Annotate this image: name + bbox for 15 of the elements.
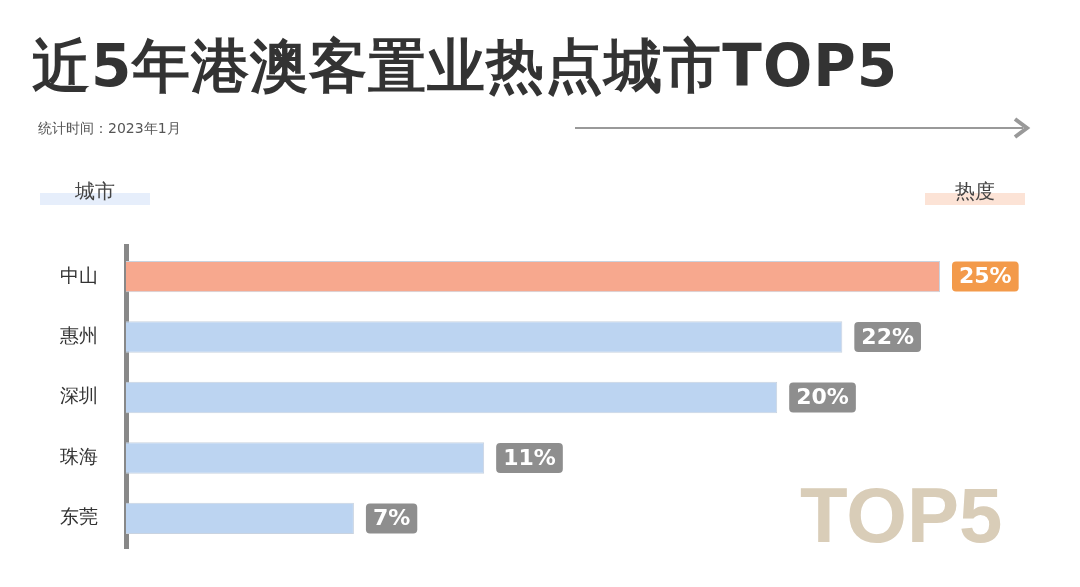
annotation: TOP5 bbox=[800, 470, 1003, 561]
chart-title: 近5年港澳客置业热点城市TOP5 bbox=[32, 31, 899, 102]
data-label: 25% bbox=[959, 263, 1012, 289]
data-label: 22% bbox=[861, 323, 914, 349]
data-label: 7% bbox=[372, 505, 411, 531]
y-tick-label: 惠州 bbox=[59, 324, 98, 346]
data-label: 20% bbox=[796, 384, 849, 410]
y-tick-label: 珠海 bbox=[60, 444, 98, 467]
x-axis-title: 热度 bbox=[925, 178, 1025, 205]
y-tick-label: 中山 bbox=[60, 263, 98, 286]
chart-subtitle: 统计时间：2023年1月 bbox=[38, 120, 181, 138]
data-label: 11% bbox=[503, 444, 556, 470]
y-axis-title: 城市 bbox=[40, 178, 150, 205]
y-tick-label: 东莞 bbox=[60, 505, 98, 528]
y-tick-label: 深圳 bbox=[60, 384, 98, 407]
